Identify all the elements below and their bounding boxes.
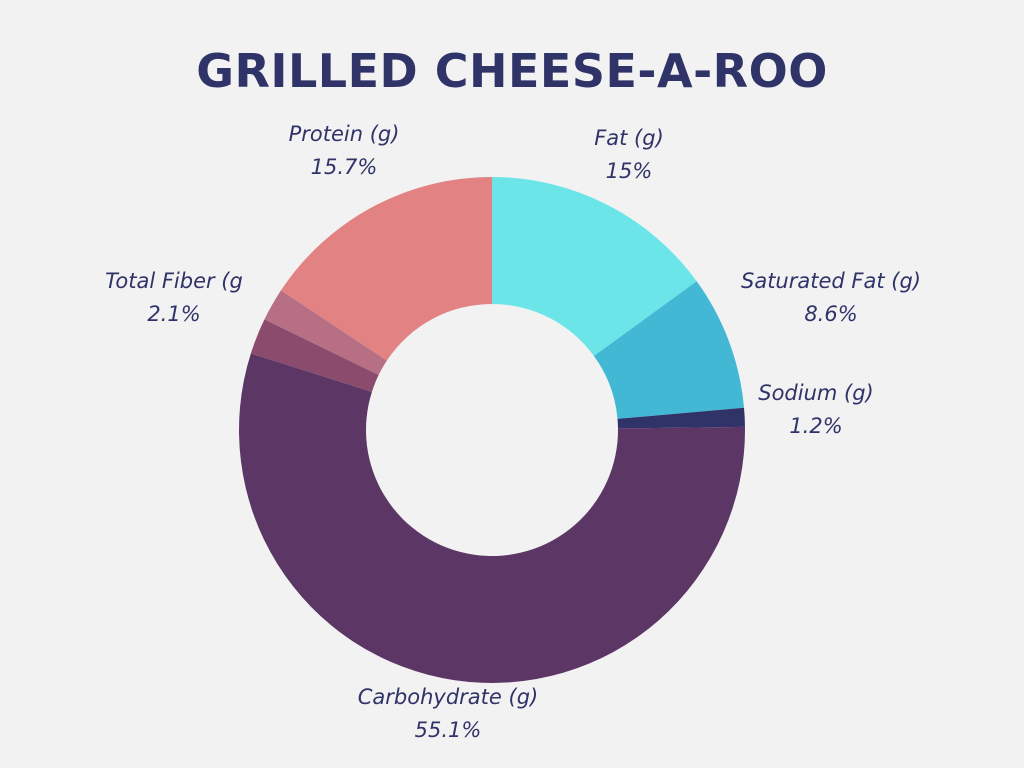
slice-label-carbohydrate-g: Carbohydrate (g) <box>358 685 538 709</box>
slice-label-fat-g: Fat (g) <box>594 126 664 150</box>
slice-value-carbohydrate-g: 55.1% <box>415 718 482 742</box>
slice-label-saturated-fat-g: Saturated Fat (g) <box>741 269 921 293</box>
slice-value-saturated-fat-g: 8.6% <box>804 302 857 326</box>
slice-value-sodium-g: 1.2% <box>789 414 842 438</box>
slice-protein-g-6 <box>280 177 492 361</box>
slice-label-protein-g: Protein (g) <box>289 122 400 146</box>
slice-value-protein-g: 15.7% <box>311 155 378 179</box>
donut-slices <box>239 177 746 683</box>
slice-label-total-fiber-g: Total Fiber (g <box>105 269 243 293</box>
chart-title: GRILLED CHEESE-A-ROO <box>196 44 828 98</box>
slice-unlabeled-4 <box>250 319 379 392</box>
slice-sodium-g-2 <box>617 407 745 429</box>
slice-saturated-fat-g-1 <box>593 281 745 419</box>
slice-label-sodium-g: Sodium (g) <box>758 381 874 405</box>
slice-labels: Fat (g) 15% Saturated Fat (g) 8.6% Sodium (g… <box>105 122 921 742</box>
slice-total-fiber-g-5 <box>264 290 387 375</box>
slice-carbohydrate-g-3 <box>239 353 746 683</box>
slice-value-total-fiber-g: 2.1% <box>147 302 200 326</box>
slice-value-fat-g: 15% <box>606 159 653 183</box>
slice-fat-g-0 <box>492 177 697 356</box>
